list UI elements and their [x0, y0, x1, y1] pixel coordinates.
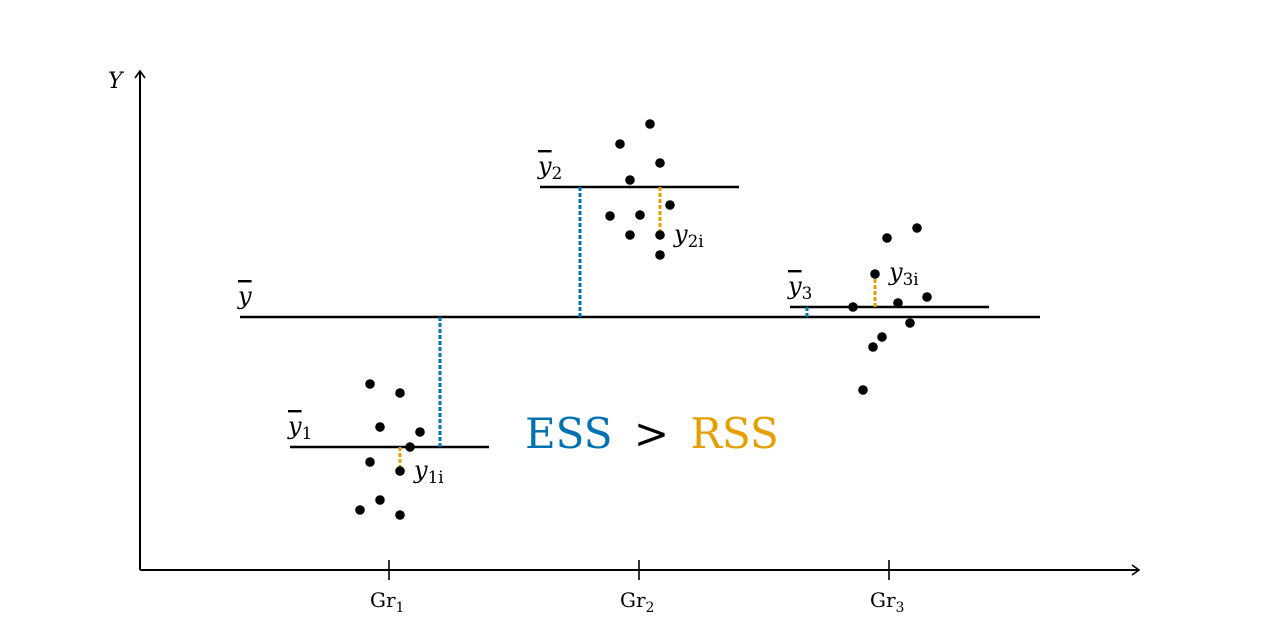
data-point-group-2	[655, 158, 665, 168]
data-point-group-1	[365, 379, 375, 389]
data-point-group-2	[625, 230, 635, 240]
data-point-group-2	[655, 230, 665, 240]
x-tick-label-gr3-subscript: 3	[896, 600, 905, 616]
data-point-group-3	[870, 269, 880, 279]
data-point-group-1	[355, 505, 365, 515]
x-tick-label-gr2-subscript: 2	[646, 600, 655, 616]
data-point-group-1	[375, 495, 385, 505]
group-2-observation-label-base: y	[673, 220, 688, 248]
rss-label: RSS	[690, 409, 778, 458]
data-point-group-3	[922, 292, 932, 302]
x-tick-label-gr1-subscript: 1	[396, 600, 405, 616]
data-point-group-2	[615, 139, 625, 149]
data-point-group-1	[395, 388, 405, 398]
data-point-group-3	[858, 385, 868, 395]
data-point-group-1	[395, 466, 405, 476]
group-3-observation-label: y3i	[888, 258, 919, 289]
y-axis-label: Y	[108, 69, 125, 94]
data-point-group-1	[365, 457, 375, 467]
group-3-observation-label-base: y	[888, 258, 903, 286]
group-2-mean-label: y2	[537, 152, 562, 183]
data-point-group-2	[635, 210, 645, 220]
x-tick-label-gr2-base: Gr	[620, 588, 646, 612]
x-tick-label-gr1-base: Gr	[370, 588, 396, 612]
data-point-group-3	[912, 223, 922, 233]
group-2-mean-label-base: y	[537, 152, 552, 180]
data-point-group-1	[405, 442, 415, 452]
data-point-group-3	[882, 233, 892, 243]
data-point-group-2	[655, 250, 665, 260]
group-3-mean-label-subscript: 3	[802, 283, 813, 303]
group-1-observation-label-base: y	[413, 456, 428, 484]
greater-than-sign: >	[634, 409, 669, 458]
group-3-mean-label: y3	[787, 272, 812, 303]
x-tick-label-gr3-base: Gr	[870, 588, 896, 612]
group-1-observation-label-subscript: 1i	[428, 467, 444, 487]
data-point-group-3	[868, 342, 878, 352]
group-2-observation-label: y2i	[673, 220, 704, 251]
group-3-mean-label-base: y	[787, 272, 802, 300]
x-tick-label-gr2: Gr2	[620, 588, 654, 616]
data-point-group-1	[395, 510, 405, 520]
grand-mean-label: y	[237, 282, 252, 310]
x-tick-label-gr3: Gr3	[870, 588, 904, 616]
data-point-group-3	[848, 302, 858, 312]
data-point-group-3	[893, 298, 903, 308]
group-1-mean-label: y1	[287, 412, 312, 443]
group-2-observation-label-subscript: 2i	[688, 231, 704, 251]
group-1-mean-label-subscript: 1	[302, 423, 313, 443]
data-point-group-2	[605, 211, 615, 221]
data-point-group-2	[665, 200, 675, 210]
data-point-group-2	[645, 119, 655, 129]
data-point-group-3	[905, 318, 915, 328]
group-2-mean-label-subscript: 2	[552, 163, 563, 183]
data-point-group-1	[375, 422, 385, 432]
group-1-observation-label: y1i	[413, 456, 444, 487]
data-point-group-1	[415, 427, 425, 437]
ess-label: ESS	[525, 409, 612, 458]
group-1-mean-label-base: y	[287, 412, 302, 440]
data-point-group-2	[625, 175, 635, 185]
x-tick-label-gr1: Gr1	[370, 588, 404, 616]
group-3-observation-label-subscript: 3i	[903, 269, 919, 289]
ess-rss-equation: ESS > RSS	[525, 409, 779, 458]
data-point-group-3	[877, 332, 887, 342]
